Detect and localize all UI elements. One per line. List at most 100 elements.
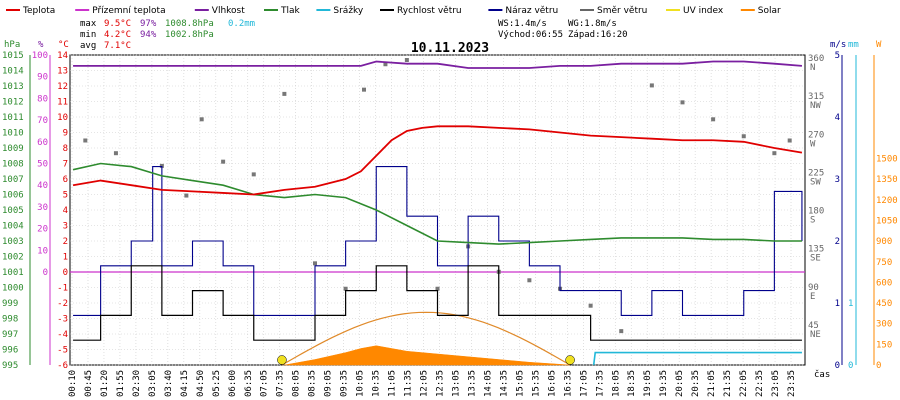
x-tick-label: 20:35 (691, 370, 701, 397)
temp-tick-label: -5 (57, 346, 68, 356)
wind-dir-point (362, 87, 366, 92)
wind-dir-point (282, 91, 287, 96)
dir-compass-label: NE (810, 330, 821, 340)
x-tick-label: 19:35 (659, 370, 669, 397)
stats-max-rain: 0.2mm (228, 19, 255, 29)
dir-tick-label: 315 (808, 92, 824, 102)
wind-dir-point (435, 286, 440, 291)
temp-tick-label: 1 (63, 253, 68, 263)
pressure-tick-label: 1006 (2, 191, 24, 201)
temp-tick-label: -3 (57, 315, 68, 325)
x-tick-label: 15:05 (515, 370, 525, 397)
pressure-tick-label: 1013 (2, 82, 24, 92)
wind-dir-point (159, 163, 164, 168)
pressure-tick-label: 1011 (2, 113, 24, 123)
temp-tick-label: -1 (57, 284, 68, 294)
sunset-text: Západ:16:20 (568, 30, 628, 40)
x-tick-label: 14:35 (499, 370, 509, 397)
dir-compass-label: W (810, 139, 816, 149)
humidity-tick-label: 30 (37, 203, 48, 213)
dir-compass-label: E (810, 292, 815, 302)
x-tick-label: 17:05 (579, 370, 589, 397)
x-tick-label: 00:10 (68, 370, 78, 397)
legend-label-8: UV index (683, 6, 724, 16)
x-tick-label: 08:05 (292, 370, 302, 397)
sunrise-text: Východ:06:55 (498, 30, 563, 40)
x-tick-label: 18:35 (627, 370, 637, 397)
solar-tick-label: 1050 (876, 216, 898, 226)
rain-tick-label: 0 (848, 361, 853, 371)
stats-avg-temp: 7.1°C (104, 41, 131, 51)
legend-label-7: Směr větru (597, 6, 647, 16)
solar-area (284, 345, 570, 366)
x-tick-label: 02:30 (132, 370, 142, 397)
pressure-tick-label: 1002 (2, 253, 24, 263)
unit-ms: m/s (830, 40, 846, 50)
wind-dir-point (83, 138, 88, 143)
pressure-tick-label: 1005 (2, 206, 24, 216)
humidity-tick-label: 0 (43, 268, 48, 278)
x-tick-label: 22:05 (739, 370, 749, 397)
solar-tick-label: 1500 (876, 155, 898, 165)
x-tick-label: 10:35 (372, 370, 382, 397)
dir-compass-label: S (810, 216, 815, 226)
temp-tick-label: 7 (63, 160, 68, 170)
x-tick-label: 15:35 (531, 370, 541, 397)
solar-tick-label: 300 (876, 320, 892, 330)
humidity-tick-label: 100 (32, 51, 48, 61)
unit-hpa: hPa (4, 40, 20, 50)
wind-dir-point (343, 286, 348, 291)
x-tick-label: 23:05 (771, 370, 781, 397)
stats-block: max 9.5°C 97% 1008.8hPa 0.2mm min 4.2°C … (80, 19, 255, 51)
legend-label-9: Solar (758, 6, 781, 16)
x-tick-label: 13:05 (451, 370, 461, 397)
temp-tick-label: 13 (57, 67, 68, 77)
wind-dir-point (772, 151, 777, 156)
legend-label-1: Přízemní teplota (92, 6, 165, 16)
dir-compass-label: SE (810, 254, 821, 264)
wind-dir-point (741, 134, 746, 139)
pressure-tick-label: 995 (2, 361, 18, 371)
legend-label-0: Teplota (22, 6, 55, 16)
pressure-tick-label: 1007 (2, 175, 24, 185)
dir-compass-label: NW (810, 101, 821, 111)
temp-tick-label: -6 (57, 361, 68, 371)
sunset-marker (565, 355, 575, 365)
wind-ws: WS:1.4m/s (498, 19, 547, 29)
temp-tick-label: 6 (63, 175, 68, 185)
wind-info: WS:1.4m/s WG:1.8m/s Východ:06:55 Západ:1… (498, 19, 628, 40)
x-tick-label: 13:35 (467, 370, 477, 397)
dir-tick-label: 180 (808, 207, 824, 217)
wind-tick-label: 1 (835, 299, 840, 309)
x-tick-label: 18:05 (611, 370, 621, 397)
x-tick-label: 06:00 (228, 370, 238, 397)
solar-tick-label: 0 (876, 361, 881, 371)
pressure-tick-label: 997 (2, 330, 18, 340)
stats-max-temp: 9.5°C (104, 19, 131, 29)
x-tick-label: 20:05 (675, 370, 685, 397)
wind-tick-label: 0 (835, 361, 840, 371)
rain-tick-label: 1 (848, 299, 853, 309)
temp-tick-label: 4 (63, 206, 68, 216)
solar-tick-label: 750 (876, 258, 892, 268)
wind-dir-point (649, 83, 654, 88)
x-tick-label: 06:35 (244, 370, 254, 397)
wind-dir-point (184, 193, 189, 198)
temp-tick-label: 3 (63, 222, 68, 232)
x-tick-label: 21:05 (707, 370, 717, 397)
wind-dir-point (383, 62, 388, 67)
humidity-tick-label: 40 (37, 181, 48, 191)
wind-tick-label: 3 (835, 175, 840, 185)
humidity-line (73, 60, 803, 69)
wind-dir-point (588, 303, 593, 308)
humidity-tick-label: 20 (37, 225, 48, 235)
dir-tick-label: 45 (808, 321, 819, 331)
dir-tick-label: 225 (808, 168, 824, 178)
humidity-tick-label: 80 (37, 94, 48, 104)
wind-dir-point (527, 278, 532, 283)
temp-tick-label: 5 (63, 191, 68, 201)
pressure-tick-label: 1014 (2, 67, 24, 77)
dir-tick-label: 135 (808, 245, 824, 255)
pressure-tick-label: 1015 (2, 51, 24, 61)
rain-line (592, 351, 802, 366)
